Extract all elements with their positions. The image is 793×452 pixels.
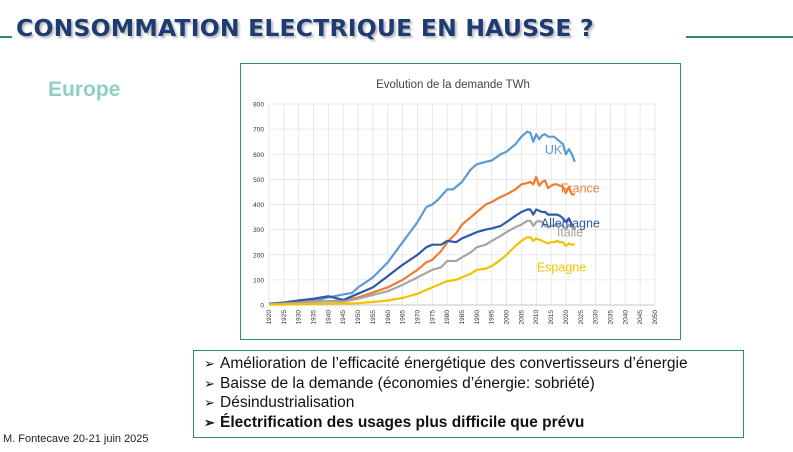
- arrow-bullet-icon: ➢: [204, 395, 215, 410]
- bullet-list: ➢ Amélioration de l’efficacité énergétiqu…: [193, 350, 744, 438]
- y-tick-label: 200: [253, 252, 264, 259]
- x-tick-label: 2045: [637, 310, 644, 325]
- demand-line-chart: Evolution de la demande TWh 0 100 200 300 40…: [253, 79, 659, 325]
- x-tick-label: 1965: [400, 310, 407, 325]
- x-tick-label: 2005: [518, 310, 525, 325]
- y-tick-label: 500: [253, 177, 264, 184]
- x-tick-label: 1935: [311, 310, 318, 325]
- chart-axes: 0 100 200 300 400 500 600 700 800 1920 1925 1930 193…: [253, 102, 659, 325]
- x-tick-label: 2030: [593, 310, 600, 325]
- bullet-text: Amélioration de l’efficacité énergétique…: [220, 355, 688, 372]
- x-tick-label: 1990: [474, 310, 481, 325]
- series-line-espagne: [268, 236, 575, 306]
- x-tick-label: 1970: [414, 310, 421, 325]
- bullet-demand-drop: ➢ Baisse de la demande (économies d’énerg…: [204, 374, 743, 394]
- x-tick-label: 1930: [296, 310, 303, 325]
- chart-series: [268, 130, 576, 306]
- x-tick-label: 1995: [489, 310, 496, 325]
- title-rule-right: [686, 36, 793, 38]
- series-label-uk: UK: [545, 143, 563, 157]
- series-label-italie: Italie: [557, 225, 583, 239]
- title-rule-left: [0, 36, 12, 38]
- x-tick-label: 1985: [459, 310, 466, 325]
- x-tick-label: 1925: [281, 310, 288, 325]
- bullet-text: Désindustrialisation: [220, 394, 355, 411]
- bullet-text: Électrification des usages plus difficil…: [220, 413, 585, 431]
- x-tick-label: 2050: [652, 310, 659, 325]
- region-label: Europe: [48, 78, 121, 101]
- x-tick-label: 2025: [578, 310, 585, 325]
- bullet-text: Baisse de la demande (économies d’énergi…: [220, 374, 595, 392]
- x-tick-label: 2015: [548, 310, 555, 325]
- y-tick-label: 600: [253, 152, 264, 159]
- x-tick-label: 2020: [563, 310, 570, 325]
- x-tick-label: 1955: [370, 310, 377, 325]
- series-label-espagne: Espagne: [537, 261, 586, 275]
- series-label-allemagne: Allemagne: [541, 217, 600, 231]
- y-tick-label: 400: [253, 202, 264, 209]
- series-label-france: France: [561, 181, 600, 195]
- x-tick-label: 2040: [622, 310, 629, 325]
- y-tick-label: 800: [253, 102, 264, 109]
- arrow-bullet-icon: ➢: [204, 375, 215, 391]
- x-tick-label: 2035: [607, 310, 614, 325]
- chart-frame: Evolution de la demande TWh 0 100 200 300 40…: [240, 63, 681, 340]
- x-tick-label: 1920: [266, 310, 273, 325]
- series-line-uk: [268, 130, 576, 306]
- slide-title: CONSOMMATION ELECTRIQUE EN HAUSSE ?: [16, 14, 594, 42]
- x-tick-label: 2000: [504, 310, 511, 325]
- series-line-allemagne: [268, 208, 576, 305]
- series-line-france: [268, 175, 575, 306]
- y-tick-label: 0: [260, 303, 264, 310]
- x-tick-label: 1975: [429, 310, 436, 325]
- bullet-deindustrialisation: ➢ Désindustrialisation: [204, 393, 743, 413]
- x-tick-label: 2010: [533, 310, 540, 325]
- arrow-bullet-icon: ➢: [204, 414, 215, 430]
- y-tick-label: 300: [253, 227, 264, 234]
- bullet-efficiency: ➢ Amélioration de l’efficacité énergétiqu…: [204, 354, 743, 374]
- chart-title: Evolution de la demande TWh: [376, 79, 530, 91]
- x-tick-label: 1960: [385, 310, 392, 325]
- arrow-bullet-icon: ➢: [204, 356, 215, 371]
- y-tick-label: 700: [253, 127, 264, 134]
- x-tick-label: 1950: [355, 310, 362, 325]
- x-tick-label: 1980: [444, 310, 451, 325]
- footer-credit: M. Fontecave 20-21 juin 2025: [3, 433, 149, 445]
- y-tick-label: 100: [253, 277, 264, 284]
- x-tick-label: 1945: [340, 310, 347, 325]
- bullet-electrification: ➢ Électrification des usages plus diffici…: [204, 413, 743, 433]
- x-tick-label: 1940: [325, 310, 332, 325]
- series-line-italie: [268, 219, 576, 306]
- chart-grid: [268, 103, 656, 306]
